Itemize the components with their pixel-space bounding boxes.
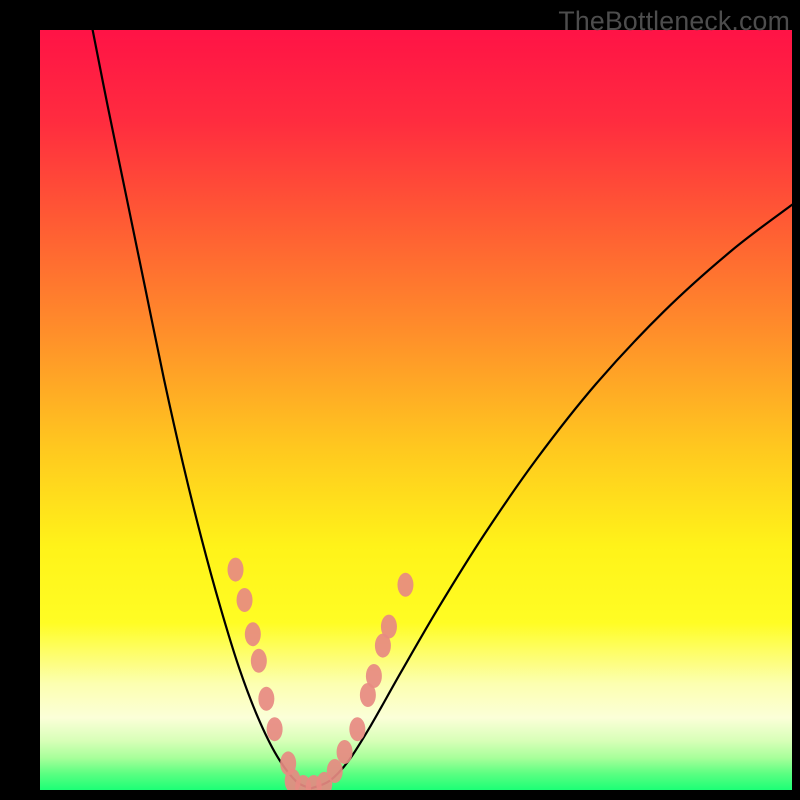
marker-point xyxy=(349,717,365,741)
marker-point xyxy=(258,687,274,711)
plot-svg xyxy=(40,30,792,790)
marker-point xyxy=(267,717,283,741)
marker-point xyxy=(366,664,382,688)
marker-point xyxy=(251,649,267,673)
marker-point xyxy=(228,558,244,582)
plot-area xyxy=(40,30,792,790)
chart-container: TheBottleneck.com xyxy=(0,0,800,800)
marker-point xyxy=(381,615,397,639)
plot-background xyxy=(40,30,792,790)
marker-point xyxy=(237,588,253,612)
marker-point xyxy=(245,622,261,646)
marker-point xyxy=(327,759,343,783)
marker-point xyxy=(397,573,413,597)
marker-point xyxy=(337,740,353,764)
watermark-label: TheBottleneck.com xyxy=(558,6,790,37)
